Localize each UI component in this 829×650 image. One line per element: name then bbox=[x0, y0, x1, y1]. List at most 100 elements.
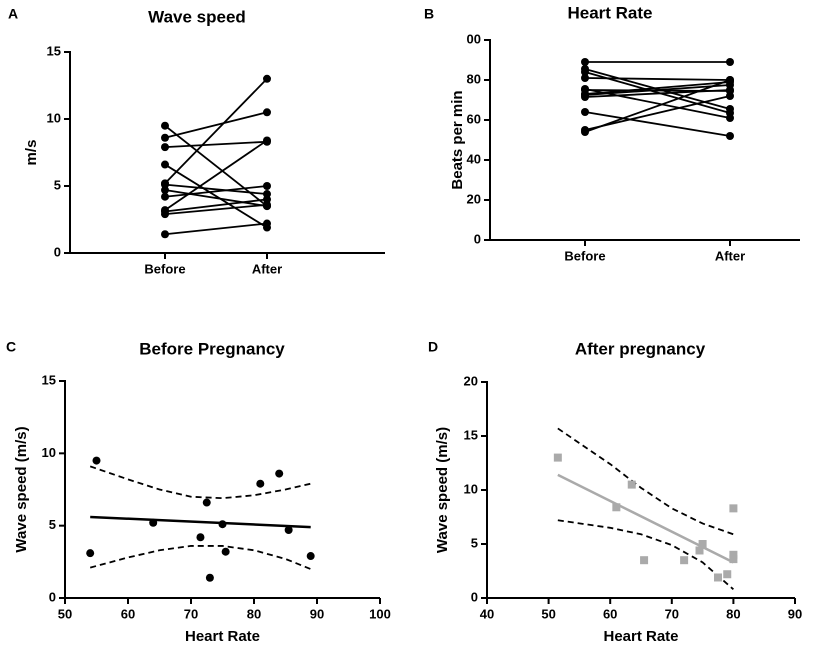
point bbox=[263, 200, 271, 209]
y-tick-label: 0 bbox=[474, 231, 481, 246]
chart-title: After pregnancy bbox=[575, 339, 706, 358]
point bbox=[581, 74, 589, 82]
point bbox=[640, 556, 649, 565]
point bbox=[263, 190, 271, 199]
x-tick-label: 50 bbox=[541, 606, 555, 621]
pair-line bbox=[164, 111, 268, 139]
point bbox=[627, 480, 636, 489]
ci-upper bbox=[89, 465, 311, 500]
pair-line bbox=[584, 89, 731, 92]
y-tick-label: 5 bbox=[471, 535, 478, 550]
point bbox=[680, 556, 689, 565]
point bbox=[161, 230, 169, 239]
x-tick-label: 70 bbox=[184, 606, 198, 621]
y-tick-label: 40 bbox=[467, 151, 481, 166]
y-tick-label: 20 bbox=[467, 191, 481, 206]
point bbox=[723, 570, 732, 579]
y-tick-label: 80 bbox=[467, 71, 481, 86]
point bbox=[306, 552, 315, 561]
y-axis-label: Wave speed (m/s) bbox=[13, 426, 30, 552]
x-tick-label: 90 bbox=[788, 606, 802, 621]
point bbox=[726, 76, 734, 84]
point bbox=[161, 160, 169, 169]
point bbox=[161, 210, 169, 219]
panel-label: C bbox=[6, 339, 16, 355]
x-tick-label: After bbox=[715, 248, 745, 263]
pair-line bbox=[584, 71, 731, 114]
point bbox=[221, 547, 230, 556]
y-axis-label: m/s bbox=[23, 140, 40, 166]
y-axis-label: Beats per min bbox=[449, 90, 466, 189]
x-axis-label: Heart Rate bbox=[603, 628, 678, 645]
x-tick-label: 40 bbox=[480, 606, 494, 621]
point bbox=[256, 479, 265, 488]
point bbox=[161, 186, 169, 195]
pair-line bbox=[584, 81, 731, 95]
x-tick-label: 80 bbox=[726, 606, 740, 621]
point bbox=[263, 74, 271, 83]
y-tick-label: 15 bbox=[47, 43, 61, 58]
x-axis-label: Heart Rate bbox=[185, 628, 260, 645]
x-tick-label: 70 bbox=[665, 606, 679, 621]
point bbox=[581, 58, 589, 66]
point bbox=[698, 540, 707, 548]
pair-line bbox=[584, 68, 731, 110]
chart-title: Heart Rate bbox=[567, 3, 652, 22]
y-tick-label: 10 bbox=[47, 110, 61, 125]
point bbox=[275, 469, 284, 478]
point bbox=[695, 546, 704, 555]
point bbox=[263, 182, 271, 190]
y-tick-label: 5 bbox=[54, 177, 61, 192]
fit-line bbox=[557, 473, 734, 564]
pair-line bbox=[164, 124, 268, 207]
panel-label: A bbox=[8, 6, 18, 22]
y-tick-label: 60 bbox=[467, 111, 481, 126]
point bbox=[218, 520, 227, 529]
pair-line bbox=[164, 139, 268, 211]
point bbox=[726, 58, 734, 66]
pair-line bbox=[164, 189, 268, 207]
ci-lower bbox=[557, 519, 734, 591]
x-tick-label: 60 bbox=[603, 606, 617, 621]
point bbox=[581, 85, 589, 93]
point bbox=[161, 192, 169, 201]
x-tick-label: 90 bbox=[310, 606, 324, 621]
y-tick-label: 0 bbox=[54, 244, 61, 259]
pair-line bbox=[164, 185, 268, 198]
point bbox=[92, 456, 101, 465]
y-tick-label: 0 bbox=[49, 589, 56, 604]
pair-line bbox=[584, 79, 731, 133]
point bbox=[161, 133, 169, 142]
y-tick-label: 10 bbox=[464, 481, 478, 496]
x-tick-label: Before bbox=[144, 261, 185, 276]
y-tick-label: 5 bbox=[49, 517, 56, 532]
pair-line bbox=[164, 198, 268, 213]
pair-line bbox=[584, 111, 731, 137]
point bbox=[86, 549, 95, 558]
x-tick-label: 80 bbox=[247, 606, 261, 621]
x-tick-label: 60 bbox=[121, 606, 135, 621]
pair-line bbox=[164, 78, 268, 184]
point bbox=[196, 533, 205, 542]
point bbox=[263, 137, 271, 146]
ci-lower bbox=[89, 545, 312, 570]
point bbox=[553, 453, 562, 462]
y-axis-label: Wave speed (m/s) bbox=[434, 427, 451, 553]
point bbox=[581, 65, 589, 73]
point bbox=[726, 132, 734, 140]
pair-line bbox=[164, 222, 268, 236]
point bbox=[581, 126, 589, 134]
y-tick-label: 20 bbox=[464, 373, 478, 388]
y-tick-label: 15 bbox=[464, 427, 478, 442]
point bbox=[263, 219, 271, 228]
panel-label: B bbox=[424, 6, 434, 22]
pair-line bbox=[164, 163, 268, 229]
point bbox=[729, 504, 738, 513]
chart-title: Wave speed bbox=[148, 7, 246, 26]
point bbox=[205, 573, 214, 582]
point bbox=[149, 518, 158, 527]
y-tick-label: 15 bbox=[42, 372, 56, 387]
chart-title: Before Pregnancy bbox=[139, 339, 285, 358]
fit-line bbox=[90, 515, 311, 529]
